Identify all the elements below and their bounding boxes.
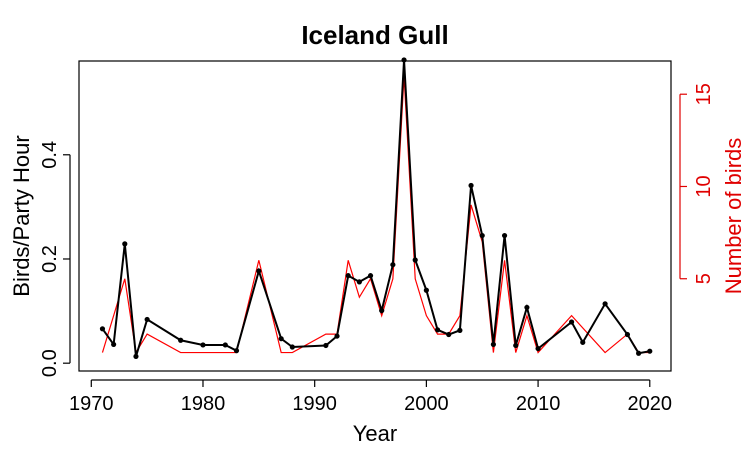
data-point — [367, 273, 374, 279]
data-point — [345, 273, 351, 279]
data-point — [524, 304, 530, 311]
data-point — [535, 345, 541, 352]
data-point — [144, 316, 150, 323]
right-y-axis: 5 10 15 — [679, 83, 715, 284]
data-point — [233, 348, 240, 354]
right-y-tick-label: 15 — [693, 83, 715, 105]
data-point — [423, 287, 429, 293]
right-y-tick-label: 10 — [693, 175, 715, 197]
x-tick-label: 1990 — [292, 393, 337, 415]
data-point — [323, 342, 329, 349]
right-y-tick-label: 5 — [693, 273, 715, 284]
data-point — [412, 257, 418, 263]
data-point — [356, 279, 362, 285]
plot-frame — [78, 60, 672, 372]
x-tick-label: 2000 — [404, 393, 449, 415]
x-tick-label: 1970 — [69, 393, 114, 415]
data-point — [256, 268, 262, 274]
data-point — [624, 331, 631, 338]
x-axis-label: Year — [353, 421, 397, 446]
series-birds-per-party-hour — [99, 57, 653, 360]
data-point — [289, 344, 295, 350]
x-axis: 1970 1980 1990 2000 2010 2020 — [69, 379, 673, 415]
data-point — [468, 182, 474, 189]
chart-title: Iceland Gull — [301, 20, 448, 50]
data-point — [446, 331, 452, 338]
data-point — [122, 241, 128, 247]
y-axis-label: Birds/Party Hour — [9, 135, 34, 296]
series-line-number-of-birds — [101, 75, 650, 355]
data-point — [334, 333, 340, 339]
data-point — [636, 350, 642, 356]
data-point — [434, 327, 441, 333]
series-number-of-birds — [101, 75, 650, 355]
x-tick-label: 1980 — [181, 393, 226, 415]
series-line-birds-per-party-hour — [101, 59, 650, 357]
data-point — [111, 341, 117, 348]
data-point — [390, 262, 396, 268]
data-point — [278, 336, 284, 342]
data-point — [379, 307, 385, 314]
data-point — [513, 342, 519, 349]
data-point — [222, 342, 228, 348]
x-tick-label: 2010 — [516, 393, 561, 415]
data-point — [580, 339, 586, 345]
data-point — [647, 348, 653, 354]
data-point — [457, 327, 463, 333]
y-axis: 0.0 0.2 0.4 — [39, 141, 71, 377]
data-point — [490, 341, 496, 348]
x-tick-label: 2020 — [628, 393, 673, 415]
data-point — [602, 301, 608, 307]
data-point — [99, 326, 106, 332]
data-point — [479, 232, 485, 239]
y-tick-label: 0.0 — [39, 349, 61, 377]
y-tick-label: 0.2 — [39, 245, 61, 273]
data-point — [501, 232, 508, 239]
data-point — [401, 57, 407, 63]
data-point — [200, 342, 206, 348]
data-point — [133, 353, 139, 360]
right-y-axis-label: Number of birds — [721, 138, 746, 295]
data-point — [568, 319, 575, 325]
data-point — [178, 337, 184, 343]
y-tick-label: 0.4 — [39, 141, 61, 169]
